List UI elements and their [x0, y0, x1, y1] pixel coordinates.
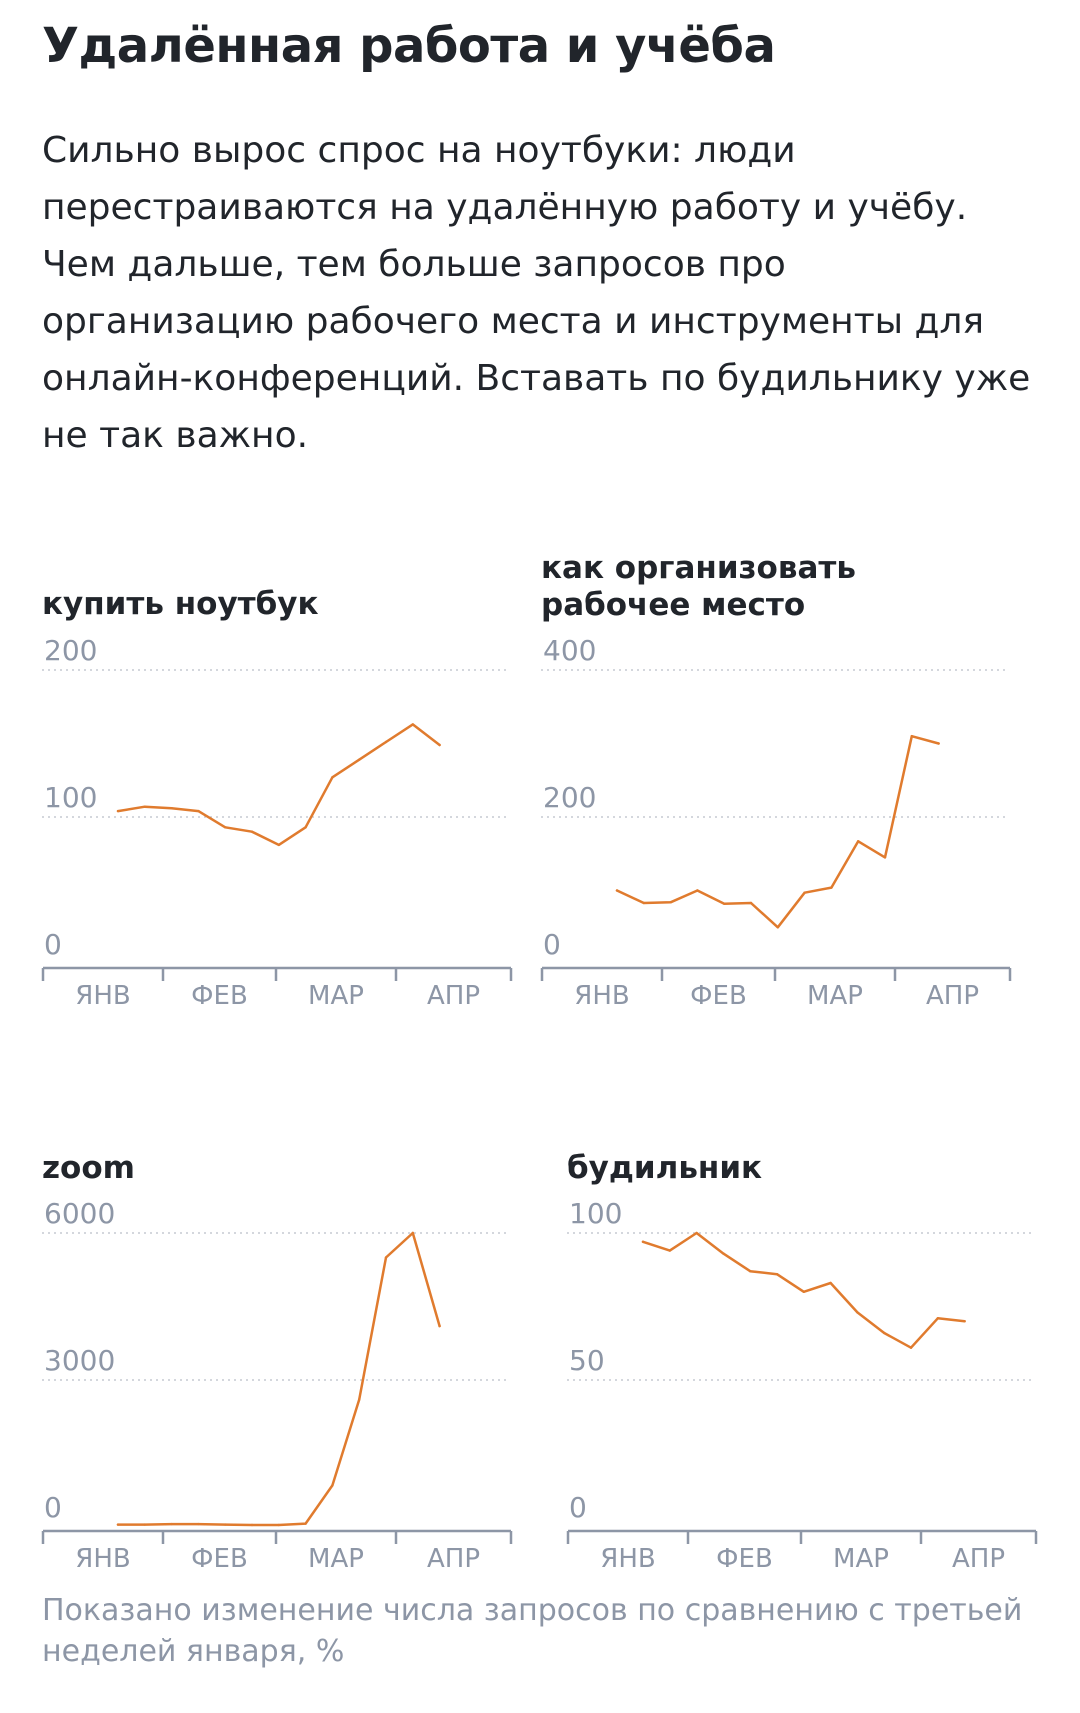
- chart-4: 0 50 100 ЯНВ ФЕВ МАР АПР: [566, 1197, 1038, 1574]
- data-point: [910, 735, 913, 738]
- data-point: [936, 1317, 939, 1320]
- y-tick-label: 100: [569, 1197, 622, 1230]
- chart-3: 0 3000 6000 ЯНВ ФЕВ МАР АПР: [41, 1197, 513, 1574]
- y-tick-label: 6000: [44, 1197, 115, 1230]
- y-tick-label: 400: [543, 634, 596, 667]
- data-point: [116, 809, 120, 813]
- data-point: [224, 1523, 227, 1526]
- y-tick-label: 3000: [44, 1344, 115, 1377]
- data-point: [909, 1346, 913, 1349]
- data-point: [358, 1398, 361, 1401]
- data-point: [857, 840, 860, 843]
- data-point: [438, 743, 441, 747]
- data-point: [197, 809, 200, 813]
- x-tick-label: ФЕВ: [191, 981, 248, 1011]
- x-tick-label: ЯНВ: [75, 981, 130, 1011]
- data-point: [775, 1273, 779, 1276]
- x-tick-label: МАР: [308, 981, 364, 1011]
- x-tick-label: МАР: [833, 1544, 889, 1574]
- x-tick-label: АПР: [427, 981, 480, 1011]
- data-point: [668, 1249, 671, 1252]
- footnote: Показано изменение числа запросов по сра…: [42, 1593, 1023, 1669]
- data-point: [802, 1290, 805, 1293]
- data-point: [883, 1331, 886, 1335]
- data-point: [304, 826, 307, 829]
- chart-1: 0 100 200 ЯНВ ФЕВ МАР АПР: [41, 634, 513, 1011]
- x-tick-label: ФЕВ: [716, 1544, 773, 1574]
- data-point: [856, 1311, 859, 1314]
- x-tick-label: ЯНВ: [600, 1544, 655, 1574]
- x-tick-label: ФЕВ: [690, 981, 747, 1011]
- data-point: [722, 1252, 725, 1255]
- data-point: [695, 1231, 698, 1235]
- chart-4-title: будильник: [567, 1150, 763, 1186]
- data-point: [250, 830, 254, 833]
- data-point: [642, 901, 645, 905]
- data-point: [197, 1522, 200, 1526]
- x-tick-label: АПР: [926, 981, 979, 1011]
- series-line: [615, 734, 940, 929]
- data-point: [116, 1523, 120, 1526]
- y-tick-label: 0: [44, 1491, 62, 1524]
- series-line: [641, 1231, 966, 1349]
- data-point: [883, 856, 887, 859]
- data-point: [411, 1231, 414, 1235]
- data-point: [937, 742, 940, 745]
- chart-1-title: купить ноутбук: [42, 586, 319, 622]
- y-tick-label: 200: [543, 781, 596, 814]
- y-tick-label: 0: [543, 928, 561, 961]
- data-point: [384, 1256, 388, 1259]
- data-point: [749, 901, 753, 905]
- data-point: [438, 1324, 441, 1328]
- data-point: [641, 1240, 645, 1243]
- data-point: [224, 826, 227, 829]
- data-point: [304, 1522, 307, 1525]
- data-point: [749, 1270, 752, 1273]
- y-tick-label: 0: [569, 1491, 587, 1524]
- data-point: [331, 776, 334, 779]
- data-point: [803, 891, 806, 894]
- chart-2: 0 200 400 ЯНВ ФЕВ МАР АПР: [540, 634, 1012, 1011]
- x-tick-label: МАР: [807, 981, 863, 1011]
- x-tick-label: АПР: [952, 1544, 1005, 1574]
- data-point: [830, 886, 833, 889]
- series-line: [116, 1231, 441, 1527]
- data-point: [331, 1484, 334, 1487]
- series-line: [116, 723, 441, 847]
- data-point: [411, 723, 414, 726]
- page-title: Удалённая работа и учёба: [42, 18, 776, 74]
- data-point: [723, 902, 726, 905]
- data-point: [170, 1522, 173, 1526]
- data-point: [615, 889, 619, 892]
- chart-3-title: zoom: [42, 1150, 135, 1186]
- x-tick-label: АПР: [427, 1544, 480, 1574]
- data-point: [143, 805, 146, 808]
- data-point: [384, 740, 388, 744]
- data-point: [669, 901, 672, 904]
- data-point: [277, 843, 280, 847]
- y-tick-label: 100: [44, 781, 97, 814]
- data-point: [963, 1320, 966, 1323]
- x-tick-label: ФЕВ: [191, 1544, 248, 1574]
- data-point: [696, 889, 699, 892]
- data-point: [170, 807, 173, 810]
- data-point: [358, 758, 361, 761]
- y-tick-label: 0: [44, 928, 62, 961]
- x-tick-label: МАР: [308, 1544, 364, 1574]
- data-point: [143, 1523, 146, 1526]
- lead-paragraph: Сильно вырос спрос на ноутбуки: люди пер…: [42, 130, 1031, 456]
- y-tick-label: 50: [569, 1344, 605, 1377]
- data-point: [829, 1281, 832, 1285]
- x-tick-label: ЯНВ: [574, 981, 629, 1011]
- chart-2-title: как организовать рабочее место: [541, 550, 856, 623]
- data-point: [277, 1523, 280, 1527]
- data-point: [776, 926, 779, 929]
- y-tick-label: 200: [44, 634, 97, 667]
- data-point: [250, 1523, 254, 1527]
- x-tick-label: ЯНВ: [75, 1544, 130, 1574]
